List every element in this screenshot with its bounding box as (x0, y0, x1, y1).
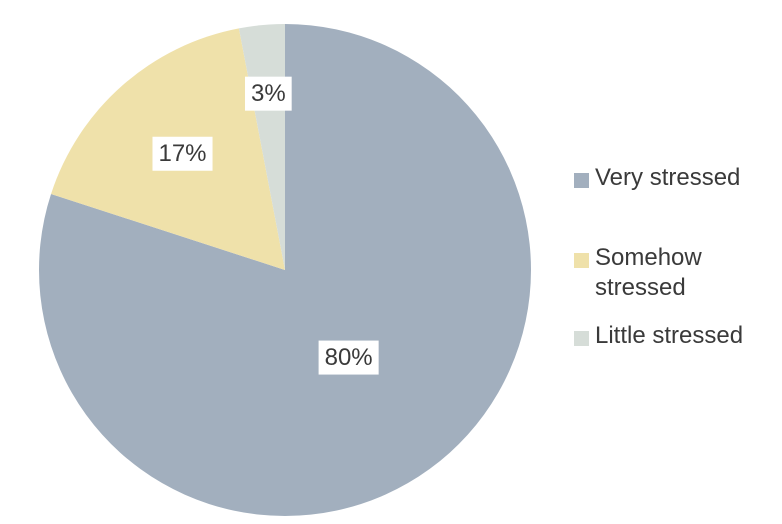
value-label-text-somehow-stressed: 17% (158, 140, 206, 167)
value-label-very-stressed: 80% (318, 340, 379, 375)
legend-label-somehow-stressed: Somehow stressed (595, 244, 702, 301)
value-label-text-little-stressed: 3% (251, 80, 286, 107)
value-label-somehow-stressed: 17% (152, 136, 213, 171)
pie-value-labels: 80% 17% 3% (152, 76, 379, 375)
legend-swatch-somehow-stressed (574, 253, 589, 268)
legend-swatch-little-stressed (574, 331, 589, 346)
legend-swatch-very-stressed (574, 173, 589, 188)
value-label-little-stressed: 3% (244, 76, 292, 111)
legend-item-very-stressed: Very stressed (574, 163, 740, 193)
legend-label-little-stressed: Little stressed (595, 322, 744, 349)
legend-label-very-stressed: Very stressed (595, 164, 741, 191)
value-label-text-very-stressed: 80% (325, 344, 373, 371)
legend-item-somehow-stressed: Somehow stressed (574, 243, 704, 303)
legend-item-little-stressed: Little stressed (574, 321, 743, 351)
